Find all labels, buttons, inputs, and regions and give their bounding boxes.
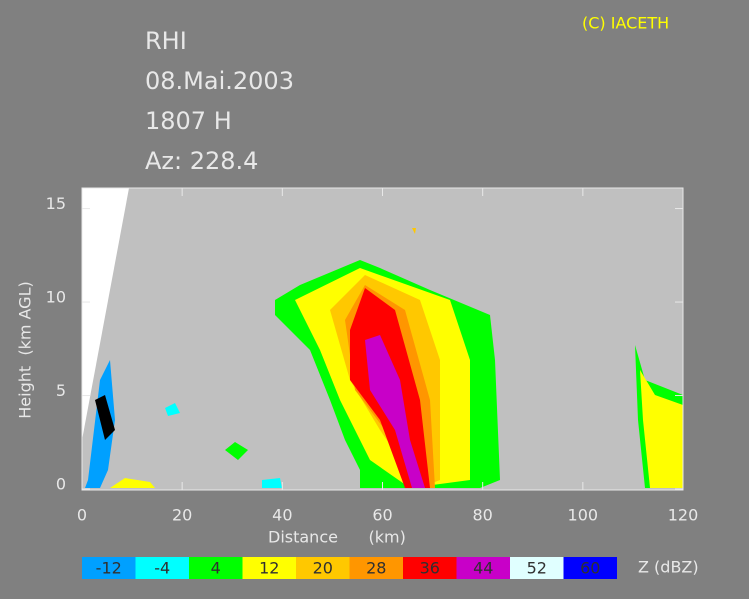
x-tick-label: 0 (77, 506, 87, 525)
colorbar-tick-label: 52 (527, 559, 547, 578)
x-tick-label: 60 (372, 506, 392, 525)
colorbar-tick-label: 20 (313, 559, 333, 578)
y-tick-label: 5 (56, 381, 66, 400)
colorbar-tick-label: 28 (366, 559, 386, 578)
echoes (85, 228, 683, 488)
y-tick-label: 15 (46, 194, 66, 213)
colorbar-swatch (242, 557, 296, 579)
y-axis-label: Height (km AGL) (16, 281, 35, 418)
title-line: 1807 H (145, 107, 232, 135)
colorbar-swatch (189, 557, 243, 579)
colorbar-swatch (456, 557, 510, 579)
colorbar-tick-label: 36 (420, 559, 440, 578)
colorbar-tick-label: 12 (259, 559, 279, 578)
colorbar-label: Z (dBZ) (638, 558, 699, 577)
colorbar-swatch (510, 557, 564, 579)
y-tick-label: 10 (46, 288, 66, 307)
x-tick-label: 20 (172, 506, 192, 525)
colorbar-tick-label: 44 (473, 559, 493, 578)
title-line: 08.Mai.2003 (145, 67, 294, 95)
colorbar-swatch (349, 557, 403, 579)
blind-wedge (82, 188, 129, 440)
x-tick-label: 120 (668, 506, 699, 525)
y-tick-label: 0 (56, 475, 66, 494)
colorbar-tick-label: 60 (580, 559, 600, 578)
colorbar-tick-label: -12 (96, 559, 122, 578)
copyright: (C) IACETH (582, 14, 669, 33)
colorbar-swatch (82, 557, 136, 579)
title-line: RHI (145, 27, 187, 55)
x-axis-label: Distance (km) (268, 528, 406, 547)
colorbar-tick-label: 4 (211, 559, 221, 578)
colorbar-swatch (563, 557, 617, 579)
x-tick-label: 40 (272, 506, 292, 525)
colorbar-swatch (403, 557, 457, 579)
colorbar-swatch (135, 557, 189, 579)
colorbar-tick-label: -4 (154, 559, 170, 578)
x-tick-label: 80 (472, 506, 492, 525)
colorbar-swatch (296, 557, 350, 579)
title-line: Az: 228.4 (145, 147, 258, 175)
x-tick-label: 100 (568, 506, 599, 525)
